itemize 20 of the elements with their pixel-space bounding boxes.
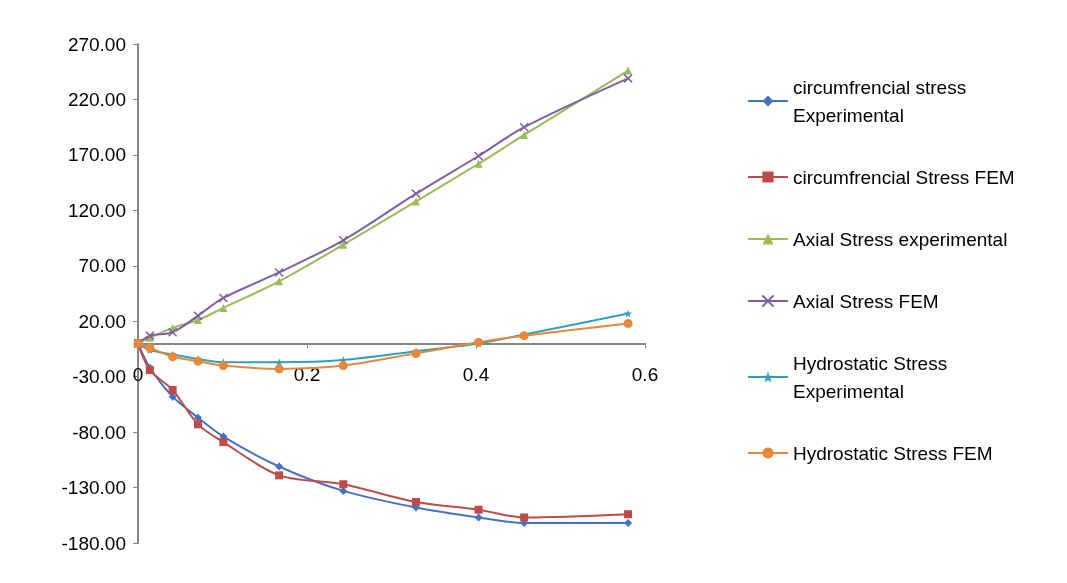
y-tick-label: -180.00: [61, 532, 126, 554]
y-tick-label: 20.00: [78, 310, 126, 332]
y-tick-label: 170.00: [67, 144, 126, 166]
legend-label: circumfrencial stress Experimental: [793, 76, 972, 126]
y-tick-label: 220.00: [67, 88, 126, 110]
y-tick-label: 120.00: [67, 199, 126, 221]
y-tick-label: 270.00: [67, 33, 126, 55]
y-tick-label: 70.00: [78, 255, 126, 277]
y-tick-label: -130.00: [61, 477, 126, 499]
y-tick-label: -80.00: [72, 421, 126, 443]
x-tick-label: 0.4: [462, 364, 490, 386]
legend-label: Axial Stress FEM: [793, 290, 939, 312]
legend-label: Axial Stress experimental: [793, 228, 1008, 250]
legend-label: Hydrostatic Stress Experimental: [793, 352, 953, 402]
x-tick-label: 0.2: [293, 364, 321, 386]
x-tick-label: 0: [132, 364, 144, 386]
legend-label: circumfrencial Stress FEM: [793, 166, 1015, 188]
y-tick-label: -30.00: [72, 366, 126, 388]
x-tick-label: 0.6: [631, 364, 659, 386]
legend-label: Hydrostatic Stress FEM: [793, 442, 993, 464]
